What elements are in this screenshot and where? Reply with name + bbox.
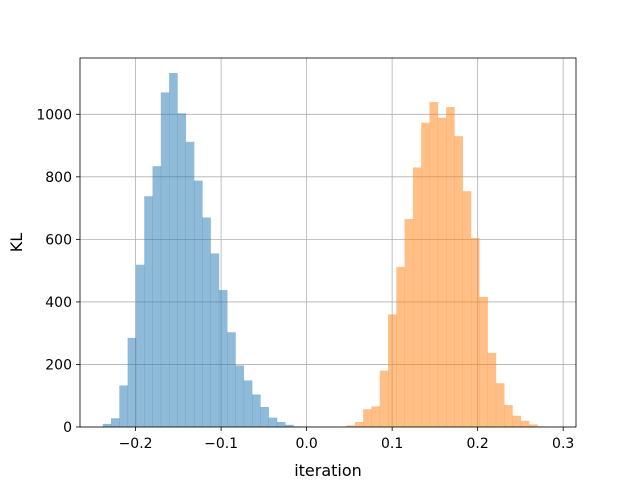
histogram-bar xyxy=(479,296,488,427)
x-tick-label: 0.0 xyxy=(295,436,317,452)
histogram-bar xyxy=(429,102,439,427)
x-tick-label: −0.2 xyxy=(119,436,153,452)
histogram-bar xyxy=(260,406,269,427)
histogram-bar xyxy=(152,166,162,427)
histogram-bar xyxy=(504,405,513,427)
y-tick-label: 400 xyxy=(45,295,72,311)
histogram-bar xyxy=(346,425,356,427)
histogram-bar xyxy=(102,423,112,427)
histogram-bar xyxy=(470,238,480,427)
plot-frame xyxy=(79,57,577,428)
y-tick-label: 200 xyxy=(45,357,72,373)
histogram-bar xyxy=(285,424,294,427)
histogram-bar xyxy=(412,167,422,427)
histogram-bar xyxy=(379,370,389,427)
x-tick-label: −0.1 xyxy=(204,436,238,452)
histogram-bar xyxy=(276,421,286,427)
histogram-bar xyxy=(193,180,203,427)
histogram-bar xyxy=(127,337,137,427)
histogram-bar xyxy=(119,385,128,427)
x-tick-label: 0.2 xyxy=(467,436,489,452)
histogram-bar xyxy=(160,92,170,427)
histogram-bar xyxy=(144,196,153,427)
histogram-bar xyxy=(252,394,261,427)
histogram-bar xyxy=(512,415,522,427)
histogram-bar xyxy=(454,136,463,427)
x-axis-label: iteration xyxy=(294,461,362,480)
x-tick-label: 0.3 xyxy=(552,436,574,452)
histogram-bar xyxy=(363,409,372,427)
histogram-bar xyxy=(421,122,430,427)
y-tick-label: 0 xyxy=(63,420,72,436)
histogram-bar xyxy=(487,352,497,427)
histogram-bar xyxy=(388,314,397,427)
histogram-bars xyxy=(102,73,546,428)
histogram-bar xyxy=(437,117,447,427)
histogram-bar xyxy=(227,332,236,427)
histogram-bar xyxy=(520,420,530,427)
histogram-bar xyxy=(135,264,145,427)
histogram-bar xyxy=(396,266,405,427)
histogram-bar xyxy=(529,424,538,427)
histogram-bar xyxy=(210,253,220,427)
histogram-bar xyxy=(268,417,278,427)
histogram-bar xyxy=(169,73,178,428)
axis-ticks: −0.2 −0.1 0.0 0.1 0.2 0.3 0 200 400 600 800 1000 xyxy=(36,107,574,452)
series-1 xyxy=(102,73,311,428)
histogram-bar xyxy=(446,107,455,427)
y-tick-label: 800 xyxy=(45,170,72,186)
histogram-bar xyxy=(111,418,120,427)
y-axis-label: KL xyxy=(7,233,26,252)
histogram-bar xyxy=(243,380,253,427)
histogram-bar xyxy=(404,219,414,427)
x-tick-label: 0.1 xyxy=(381,436,403,452)
series-2 xyxy=(338,102,546,427)
histogram-bar xyxy=(218,290,228,427)
histogram-bar xyxy=(354,421,364,427)
histogram-bar xyxy=(462,191,472,427)
histogram-bar xyxy=(235,365,245,427)
histogram-bar xyxy=(202,217,211,427)
histogram-bar xyxy=(495,383,505,427)
y-tick-label: 1000 xyxy=(36,107,72,123)
y-tick-label: 600 xyxy=(45,232,72,248)
histogram-bar xyxy=(185,141,195,428)
histogram-bar xyxy=(371,406,381,427)
histogram-bar xyxy=(177,113,186,427)
